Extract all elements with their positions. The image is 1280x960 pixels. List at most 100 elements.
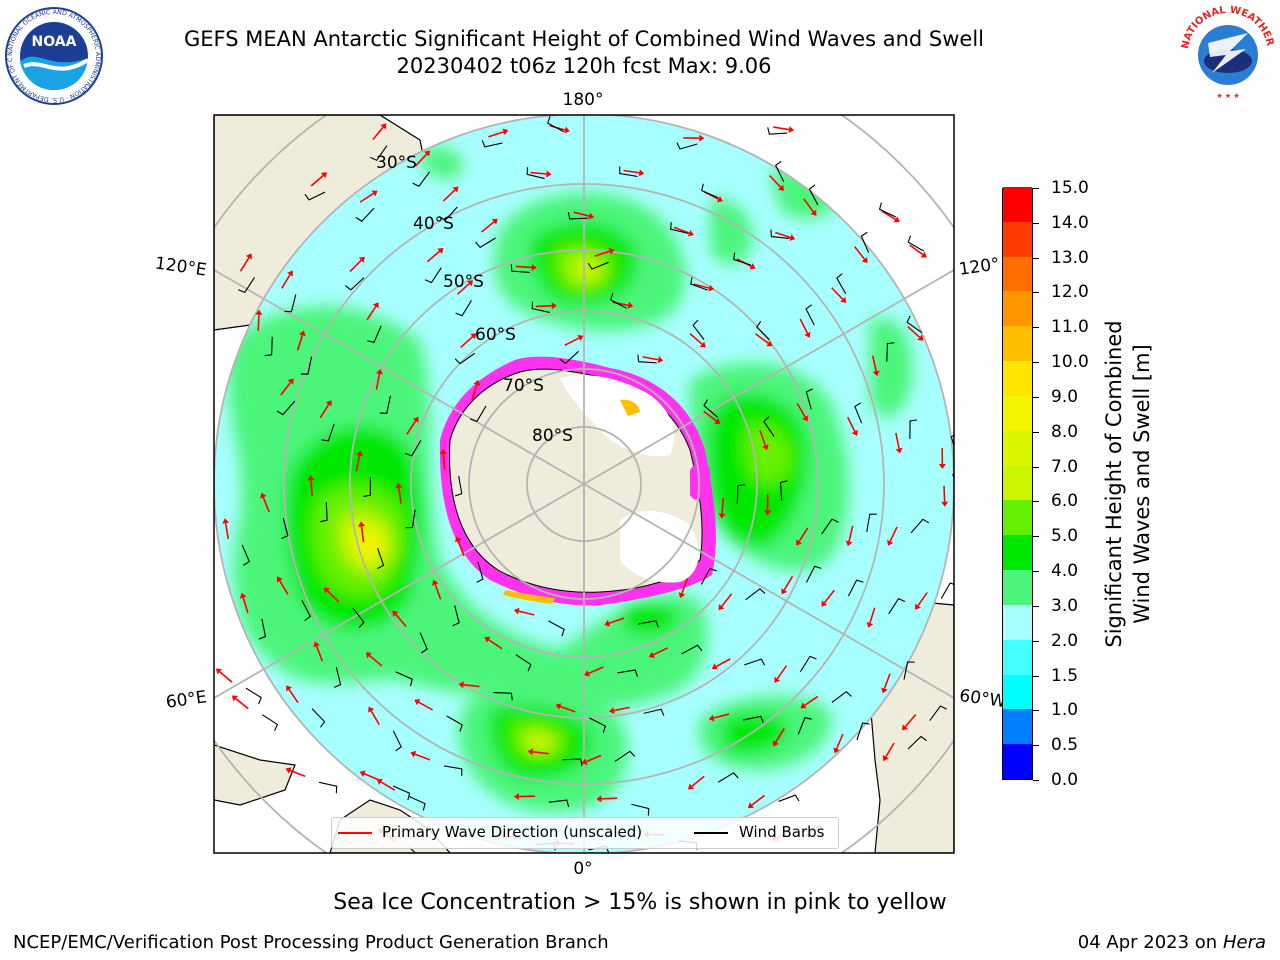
- lon-label-60w: 60°W: [958, 686, 1007, 712]
- wave-direction-arrow: [831, 287, 844, 300]
- wave-direction-arrowhead: [796, 539, 803, 546]
- wave-direction-arrowhead: [802, 415, 809, 422]
- wind-barb: [847, 579, 864, 597]
- colorbar-tick-label: 12.0: [1051, 282, 1089, 303]
- wind-barb: [363, 477, 371, 497]
- wave-direction-arrow: [943, 485, 946, 502]
- wave-direction-arrow: [369, 654, 383, 667]
- lat-label-60s: 60°S: [475, 325, 516, 345]
- wave-direction-arrowhead: [584, 670, 591, 677]
- colorbar-tick-label: 7.0: [1051, 456, 1079, 477]
- colorbar-title: Significant Height of Combined Wind Wave…: [1100, 274, 1156, 694]
- wind-barb: [559, 350, 580, 365]
- wave-direction-arrow: [846, 416, 856, 432]
- wind-barb: [412, 171, 431, 187]
- wave-direction-arrowhead: [845, 540, 853, 547]
- wave-direction-arrowhead: [747, 802, 754, 809]
- colorbar-tick-mark: [1033, 605, 1039, 607]
- wind-barb: [238, 276, 255, 294]
- wave-direction-arrowhead: [781, 588, 788, 595]
- wind-barb: [452, 605, 460, 627]
- wave-direction-arrowhead: [473, 379, 481, 386]
- wave-direction-arrowhead: [276, 576, 283, 583]
- wave-direction-arrow: [715, 658, 731, 668]
- wind-barb: [318, 781, 338, 794]
- wave-direction-arrow: [426, 250, 441, 263]
- wind-barb: [756, 321, 770, 341]
- colorbar-band: [1003, 569, 1032, 605]
- wave-direction-arrowhead: [484, 636, 491, 643]
- wave-direction-arrow: [515, 265, 532, 269]
- wind-barb: [952, 473, 954, 481]
- wave-direction-arrow: [608, 617, 625, 625]
- wave-direction-arrow: [721, 497, 725, 514]
- colorbar-tick-mark: [1033, 327, 1039, 329]
- wave-direction-arrowhead: [368, 706, 375, 713]
- wave-direction-arrow: [573, 211, 590, 217]
- wave-direction-arrow: [414, 753, 431, 761]
- wind-barb: [866, 513, 877, 532]
- wind-barb: [481, 140, 503, 148]
- colorbar-band: [1003, 639, 1032, 675]
- wind-barb: [392, 730, 402, 752]
- wind-barb: [304, 191, 326, 201]
- wind-barb: [907, 735, 927, 750]
- wind-barb: [856, 722, 870, 741]
- wind-barb: [419, 632, 428, 654]
- wave-direction-arrowhead: [581, 758, 588, 765]
- svg-text:★ ★ ★: ★ ★ ★: [1216, 92, 1239, 100]
- wave-direction-arrowhead: [902, 724, 908, 731]
- wave-direction-arrow: [518, 610, 535, 616]
- wave-direction-arrow: [885, 742, 895, 758]
- wave-direction-arrowhead: [895, 447, 903, 454]
- wave-direction-arrowhead: [371, 190, 378, 197]
- wind-barb: [370, 145, 388, 162]
- wind-barb: [547, 116, 564, 133]
- wave-direction-arrowhead: [764, 510, 772, 516]
- wave-direction-arrowhead: [917, 334, 924, 341]
- wind-barb: [631, 803, 650, 816]
- wave-direction-arrow: [907, 326, 921, 338]
- wave-direction-arrowhead: [356, 450, 363, 457]
- wave-direction-arrowhead: [491, 218, 498, 225]
- wave-direction-arrowhead: [414, 699, 421, 706]
- wave-direction-arrow: [224, 523, 230, 540]
- wind-barb: [455, 300, 472, 317]
- wave-direction-arrow: [721, 593, 733, 607]
- wind-barb: [264, 336, 273, 357]
- wave-direction-arrowhead: [789, 234, 796, 241]
- wave-direction-arrowhead: [800, 702, 807, 709]
- wind-barb: [526, 167, 545, 180]
- colorbar-tick-mark: [1033, 292, 1039, 294]
- wave-direction-arrowhead: [325, 400, 332, 407]
- wave-direction-arrow: [380, 781, 396, 791]
- chart-subtitle: 20230402 t06z 120h fcst Max: 9.06: [396, 54, 772, 78]
- wave-direction-arrow: [681, 578, 689, 594]
- wave-direction-arrowhead: [716, 196, 723, 203]
- wind-barb: [670, 222, 689, 234]
- wave-direction-arrowhead: [323, 587, 330, 594]
- wave-direction-arrowhead: [239, 592, 247, 599]
- wave-direction-arrow: [776, 665, 788, 680]
- wind-barb: [779, 480, 788, 501]
- wave-direction-arrowhead: [375, 368, 383, 375]
- wave-direction-arrowhead: [577, 334, 584, 342]
- wind-barb: [454, 475, 463, 497]
- wave-direction-arrow: [535, 305, 552, 308]
- wave-direction-arrow: [326, 590, 340, 603]
- wave-direction-arrowhead: [431, 579, 439, 586]
- wave-direction-arrowhead: [358, 521, 365, 527]
- colorbar-tick-mark: [1033, 396, 1039, 398]
- wind-barb: [808, 184, 819, 206]
- wind-barb: [888, 598, 906, 615]
- footer-machine: Hera: [1222, 932, 1266, 953]
- colorbar-band: [1003, 430, 1032, 466]
- wind-barb: [831, 690, 852, 703]
- wave-direction-arrowhead: [527, 748, 534, 756]
- colorbar-tick-mark: [1033, 362, 1039, 364]
- colorbar-tick-mark: [1033, 675, 1039, 677]
- footer-date-text: 04 Apr 2023 on: [1077, 932, 1218, 953]
- wave-direction-arrowhead: [470, 333, 477, 340]
- wave-direction-arrowhead: [452, 186, 459, 193]
- wave-direction-arrowhead: [307, 475, 315, 481]
